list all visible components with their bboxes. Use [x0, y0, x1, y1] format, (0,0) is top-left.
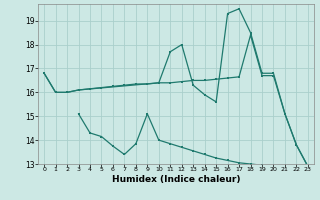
X-axis label: Humidex (Indice chaleur): Humidex (Indice chaleur)	[112, 175, 240, 184]
